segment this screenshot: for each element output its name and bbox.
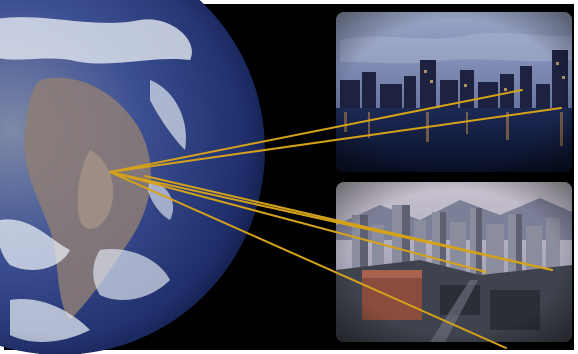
connector-line-6 — [144, 175, 553, 271]
connector-line-3 — [109, 171, 487, 273]
illustration-shape — [336, 182, 572, 342]
connector-line-2 — [109, 107, 562, 173]
illustration-shape — [0, 0, 265, 354]
connector-line-1 — [109, 89, 523, 173]
aerial-downtown-photo — [336, 182, 572, 342]
earth-globe — [0, 0, 265, 354]
connector-line-5 — [109, 171, 507, 349]
waterfront-skyline-photo — [336, 12, 572, 172]
connector-lines — [109, 89, 562, 349]
illustration-shape — [336, 12, 572, 172]
